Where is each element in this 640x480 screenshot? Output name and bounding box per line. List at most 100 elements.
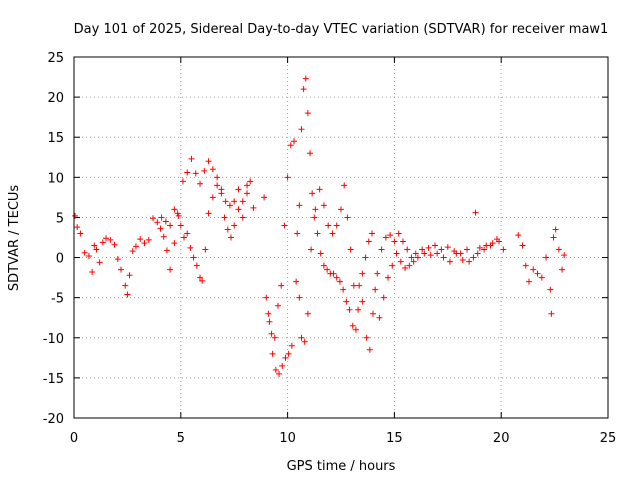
- data-point-track-b: [301, 338, 308, 345]
- data-point-track-a: [412, 250, 419, 257]
- data-point-track-a: [525, 278, 532, 285]
- data-point-track-a: [329, 230, 336, 237]
- data-point-track-b: [493, 236, 500, 243]
- data-point-track-a: [316, 186, 323, 193]
- data-point-track-a: [222, 198, 229, 205]
- data-point-track-a: [350, 282, 357, 289]
- tick-labels: 0 5 10 15 20 25 -20 -15 -10 -5 0 5 10 15 20 25: [43, 51, 617, 446]
- data-point-track-a: [559, 266, 566, 273]
- data-point-track-b: [298, 334, 305, 341]
- data-point-track-b: [349, 322, 356, 329]
- data-point-track-b: [278, 282, 285, 289]
- data-point-track-b: [440, 254, 447, 261]
- data-point-track-a: [538, 274, 545, 281]
- data-point-track-a: [302, 75, 309, 82]
- data-point-track-a: [74, 224, 81, 231]
- data-points: [72, 75, 568, 377]
- data-point-track-a: [464, 246, 471, 253]
- data-point-track-a: [425, 244, 432, 251]
- data-point-track-a: [205, 158, 212, 165]
- data-point-track-b: [247, 178, 254, 185]
- data-point-track-a: [408, 254, 415, 261]
- y-tick-label: -15: [43, 372, 64, 387]
- data-point-track-a: [470, 254, 477, 261]
- data-point-track-b: [352, 326, 359, 333]
- data-point-track-a: [126, 272, 133, 279]
- data-point-track-a: [500, 246, 507, 253]
- data-point-track-b: [171, 206, 178, 213]
- data-point-track-b: [446, 258, 453, 265]
- data-point-track-a: [307, 150, 314, 157]
- data-point-track-a: [282, 354, 289, 361]
- data-point-track-b: [427, 252, 434, 259]
- x-tick-label: 10: [279, 431, 296, 446]
- data-point-track-a: [171, 240, 178, 247]
- y-tick-label: 0: [56, 252, 64, 267]
- data-point-track-b: [202, 246, 209, 253]
- data-point-track-a: [472, 209, 479, 216]
- gridlines: [74, 57, 608, 418]
- data-point-track-a: [344, 214, 351, 221]
- data-point-track-a: [312, 206, 319, 213]
- y-tick-label: -5: [51, 292, 64, 307]
- data-point-track-a: [419, 246, 426, 253]
- data-point-track-a: [272, 366, 279, 373]
- data-point-track-b: [393, 250, 400, 257]
- data-point-track-b: [190, 254, 197, 261]
- data-point-track-a: [150, 215, 157, 222]
- data-point-track-a: [226, 202, 233, 209]
- data-point-track-a: [239, 198, 246, 205]
- data-point-track-a: [355, 306, 362, 313]
- data-point-track-a: [347, 246, 354, 253]
- data-point-track-a: [231, 198, 238, 205]
- data-point-track-a: [552, 226, 559, 233]
- y-tick-label: 10: [47, 171, 64, 186]
- data-point-track-a: [333, 222, 340, 229]
- data-point-track-a: [261, 194, 268, 201]
- data-point-track-a: [235, 186, 242, 193]
- data-point-track-b: [380, 294, 387, 301]
- data-point-track-a: [543, 254, 550, 261]
- data-point-track-a: [378, 246, 385, 253]
- data-point-track-b: [284, 174, 291, 181]
- data-point-track-a: [304, 110, 311, 117]
- data-point-track-a: [534, 270, 541, 277]
- data-point-track-a: [91, 242, 98, 249]
- data-point-track-a: [341, 182, 348, 189]
- data-point-track-a: [391, 238, 398, 245]
- data-point-track-b: [333, 274, 340, 281]
- data-point-track-b: [356, 282, 363, 289]
- data-point-track-a: [387, 232, 394, 239]
- data-point-track-a: [192, 170, 199, 177]
- data-point-track-a: [363, 334, 370, 341]
- data-point-track-a: [77, 230, 84, 237]
- data-point-track-b: [271, 334, 278, 341]
- data-point-track-a: [370, 310, 377, 317]
- data-point-track-a: [547, 286, 554, 293]
- data-point-track-a: [96, 259, 103, 266]
- data-point-track-b: [184, 230, 191, 237]
- data-point-track-a: [93, 246, 100, 253]
- data-point-track-b: [231, 222, 238, 229]
- data-point-track-b: [410, 258, 417, 265]
- chart-title: Day 101 of 2025, Sidereal Day-to-day VTE…: [74, 22, 609, 37]
- data-point-track-b: [181, 234, 188, 241]
- data-point-track-b: [421, 250, 428, 257]
- data-point-track-b: [308, 246, 315, 253]
- data-point-track-b: [197, 274, 204, 281]
- data-point-track-b: [330, 270, 337, 277]
- data-point-track-a: [438, 246, 445, 253]
- data-point-track-a: [269, 350, 276, 357]
- data-point-track-b: [384, 274, 391, 281]
- data-point-track-b: [199, 277, 206, 284]
- data-point-track-b: [235, 206, 242, 213]
- data-point-track-b: [434, 250, 441, 257]
- data-point-track-b: [239, 214, 246, 221]
- y-tick-label: 25: [47, 51, 64, 66]
- data-point-track-a: [359, 298, 366, 305]
- data-point-track-a: [476, 244, 483, 251]
- x-tick-label: 25: [600, 431, 617, 446]
- data-point-track-b: [314, 230, 321, 237]
- data-point-track-a: [132, 243, 139, 250]
